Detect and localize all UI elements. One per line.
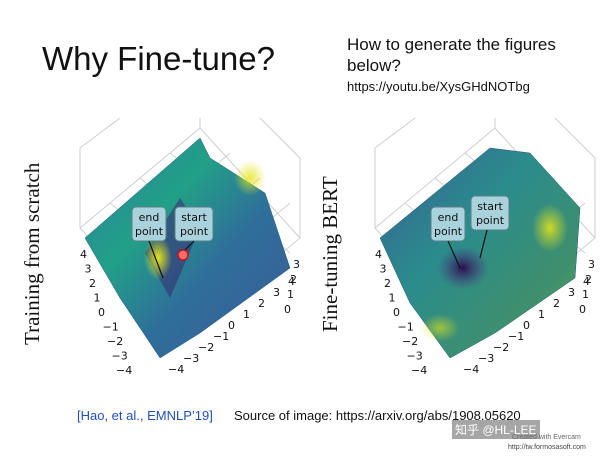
tick-label: −1 xyxy=(508,330,524,343)
tick-label: 4 xyxy=(375,248,382,261)
tick-label: 4 xyxy=(80,248,87,261)
watermark-text: 知乎 @HL-LEE xyxy=(452,420,540,439)
howto-question-line2: below? xyxy=(347,56,401,75)
watermark-url: http://tw.formosasoft.com xyxy=(508,444,586,451)
tick-label: 2 xyxy=(89,277,96,290)
tick-label: 1 xyxy=(287,288,294,301)
tick-label: −2 xyxy=(402,335,418,348)
tick-label: 3 xyxy=(588,258,595,271)
end-point-label-2: point xyxy=(135,225,164,238)
end-point-label-2: point xyxy=(434,225,463,238)
tick-label: 1 xyxy=(389,292,396,305)
surface-peak xyxy=(144,236,172,280)
tick-label: −1 xyxy=(103,321,119,334)
start-point-arrow xyxy=(479,229,488,259)
tick-label: −2 xyxy=(107,335,123,348)
surface-peak xyxy=(420,314,460,342)
tick-label: −4 xyxy=(168,363,184,376)
end-point-arrow xyxy=(447,240,461,269)
tick-label: 2 xyxy=(553,297,560,310)
tick-label: −3 xyxy=(112,350,128,363)
loss-surface-plot-scratch: end point start point 4 3 2 1 0 −1 −2 −3 −4 −4 −3… xyxy=(50,118,310,388)
start-point-label-1: start xyxy=(477,200,503,213)
start-point-label-2: point xyxy=(476,214,505,227)
start-point-annotation-box xyxy=(470,195,510,231)
axis-c-ticks: 3 2 1 0 xyxy=(579,258,595,316)
axis-c-ticks: 3 2 1 0 xyxy=(284,258,300,316)
end-point-arrow xyxy=(148,240,164,279)
tick-label: 2 xyxy=(585,273,592,286)
tick-label: −4 xyxy=(463,363,479,376)
loss-surface-plot-bert: end point start point 4 3 2 1 0 −1 −2 −3 −4 −4 −3… xyxy=(345,118,605,388)
tick-label: 3 xyxy=(85,263,92,276)
howto-link[interactable]: https://youtu.be/XysGHdNOTbg xyxy=(347,79,530,94)
tick-label: 0 xyxy=(579,303,586,316)
tick-label: 2 xyxy=(258,297,265,310)
tick-label: −3 xyxy=(407,350,423,363)
tick-label: −1 xyxy=(398,321,414,334)
end-point-label-1: end xyxy=(438,211,459,224)
tick-label: −1 xyxy=(213,330,229,343)
tick-label: −3 xyxy=(478,352,494,365)
tick-label: 0 xyxy=(228,319,235,332)
tick-label: 3 xyxy=(273,286,280,299)
plot-label-scratch: Training from scratch xyxy=(20,162,44,345)
tick-label: 2 xyxy=(384,277,391,290)
slide-title: Why Fine-tune? xyxy=(42,40,275,77)
tick-label: −2 xyxy=(198,341,214,354)
tick-label: 0 xyxy=(393,306,400,319)
tick-label: 0 xyxy=(98,306,105,319)
tick-label: −2 xyxy=(493,341,509,354)
axis-a-ticks: 4 32 10 −1−2 −3−4 xyxy=(80,248,132,377)
plot-label-bert: Fine-tuning BERT xyxy=(318,176,342,332)
tick-label: 1 xyxy=(538,308,545,321)
tick-label: 2 xyxy=(290,273,297,286)
tick-label: 1 xyxy=(243,308,250,321)
tick-label: 3 xyxy=(293,258,300,271)
surface-basin xyxy=(437,246,489,290)
start-point-label-2: point xyxy=(180,225,209,238)
start-point-marker xyxy=(177,249,189,261)
tick-label: −3 xyxy=(183,352,199,365)
surface-peak xyxy=(532,204,568,252)
end-point-label-1: end xyxy=(139,211,160,224)
tick-label: 3 xyxy=(568,286,575,299)
watermark-evercam: Created with Evercam xyxy=(512,434,581,441)
surface-peak xyxy=(234,160,266,196)
tick-label: 4 xyxy=(288,275,295,288)
tick-label: 3 xyxy=(380,263,387,276)
howto-question-line1: How to generate the figures xyxy=(347,35,556,54)
citation-link[interactable]: [Hao, et al., EMNLP’19] xyxy=(77,408,213,423)
tick-label: −4 xyxy=(116,364,132,377)
start-point-arrow xyxy=(184,240,195,251)
tick-label: 4 xyxy=(583,275,590,288)
tick-label: −4 xyxy=(411,364,427,377)
start-point-label-1: start xyxy=(181,211,207,224)
tick-label: 1 xyxy=(582,288,589,301)
tick-label: 0 xyxy=(523,319,530,332)
image-source: Source of image: https://arxiv.org/abs/1… xyxy=(234,408,521,423)
tick-label: 1 xyxy=(94,292,101,305)
tick-label: 0 xyxy=(284,303,291,316)
axis-a-ticks: 4 32 10 −1−2 −3−4 xyxy=(375,248,427,377)
